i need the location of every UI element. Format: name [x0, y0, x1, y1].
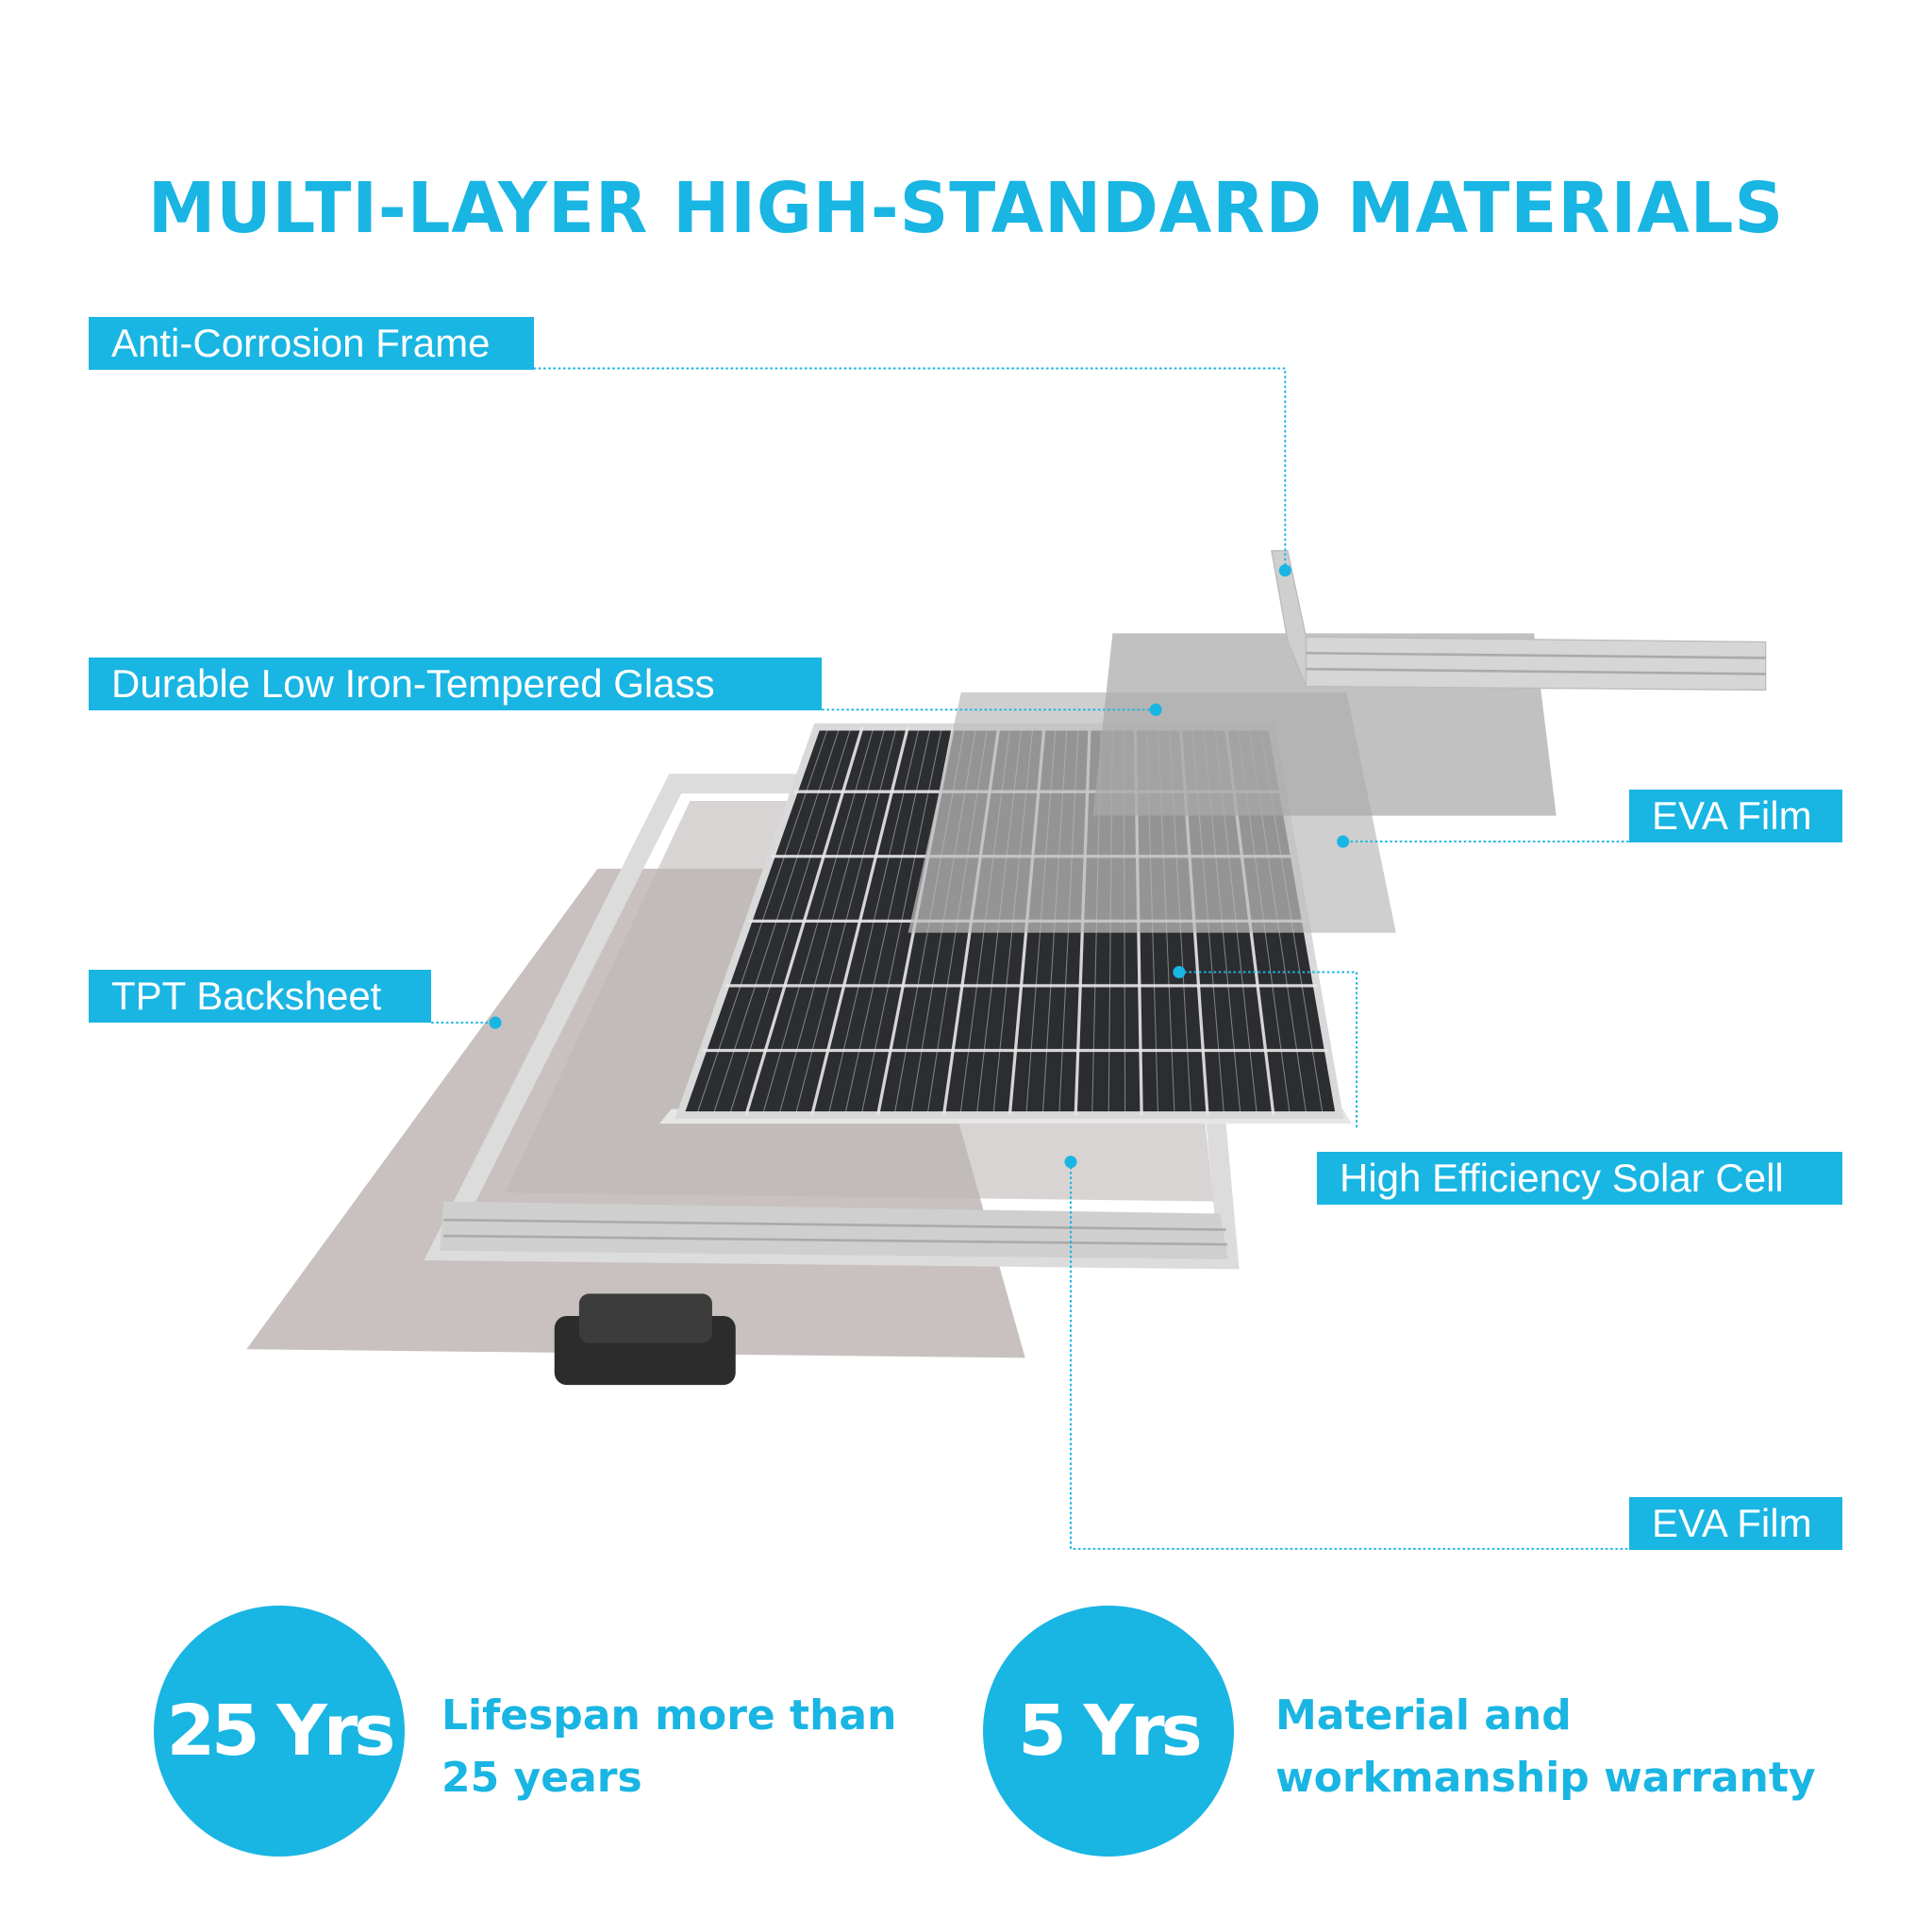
label-solar-cell: High Efficiency Solar Cell — [1317, 1152, 1842, 1205]
marker-dot — [489, 1016, 502, 1029]
lifespan-text: Lifespan more than 25 years — [441, 1685, 896, 1809]
label-anti-corrosion-frame: Anti-Corrosion Frame — [89, 317, 534, 370]
leader-line-cell — [1178, 971, 1358, 1130]
label-eva-film-top: EVA Film — [1629, 790, 1842, 842]
warranty-line-1: Material and — [1275, 1691, 1572, 1740]
marker-dot — [1149, 703, 1162, 716]
warranty-line-2: workmanship warranty — [1275, 1754, 1816, 1802]
leader-line-eva-bottom — [1070, 1161, 1629, 1550]
frame-corner-piece — [1271, 550, 1767, 691]
label-tempered-glass: Durable Low Iron-Tempered Glass — [89, 658, 822, 710]
lifespan-badge: 25 Yrs — [154, 1606, 405, 1857]
marker-dot — [1064, 1156, 1077, 1169]
warranty-text: Material and workmanship warranty — [1275, 1685, 1816, 1809]
label-tpt-backsheet: TPT Backsheet — [89, 970, 431, 1023]
lifespan-line-1: Lifespan more than — [441, 1691, 897, 1740]
junction-box — [554, 1293, 736, 1386]
lifespan-line-2: 25 years — [441, 1754, 642, 1802]
page-title: MULTI-LAYER HIGH-STANDARD MATERIALS — [147, 168, 1785, 249]
marker-dot — [1173, 966, 1186, 979]
warranty-badge: 5 Yrs — [983, 1606, 1234, 1857]
marker-dot — [1278, 564, 1291, 577]
leader-line-frame — [533, 367, 1287, 571]
label-eva-film-bottom: EVA Film — [1629, 1497, 1842, 1550]
marker-dot — [1337, 835, 1350, 848]
